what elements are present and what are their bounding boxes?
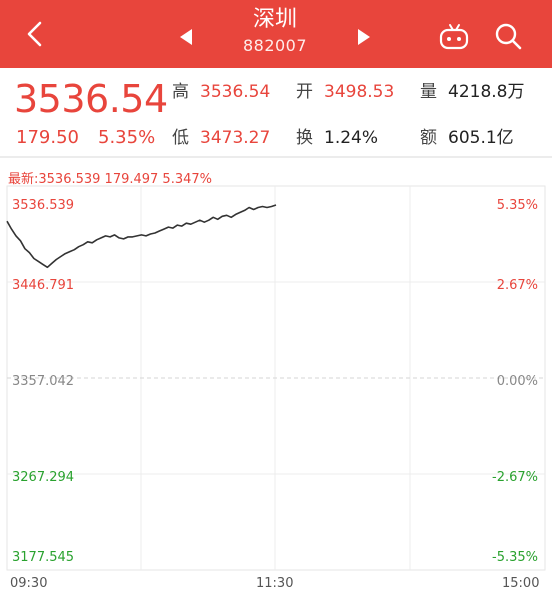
- y-label-right: -5.35%: [492, 550, 538, 565]
- high-label: 高: [172, 82, 189, 102]
- latest-readout: 最新:3536.539 179.497 5.347%: [8, 172, 213, 187]
- y-label-left: 3536.539: [12, 198, 75, 213]
- top-bar: 深圳 882007: [0, 0, 552, 68]
- open-label: 开: [296, 82, 313, 102]
- amount-label: 额: [420, 128, 437, 148]
- turnover-value: 1.24%: [324, 128, 379, 148]
- back-icon[interactable]: [20, 18, 52, 50]
- page-title: 深圳: [252, 7, 297, 32]
- last-price: 3536.54: [14, 77, 168, 121]
- quote-panel: 3536.54 179.50 5.35% 高 3536.54 开 3498.53…: [0, 68, 552, 158]
- high-value: 3536.54: [200, 82, 271, 102]
- y-label-right: 0.00%: [496, 374, 538, 389]
- x-label-close: 15:00: [502, 576, 540, 591]
- y-label-left: 3177.545: [12, 550, 75, 565]
- prev-arrow-icon[interactable]: [176, 26, 198, 48]
- price-line: [6, 204, 277, 269]
- volume-value: 4218.8万: [448, 82, 525, 102]
- volume-label: 量: [420, 82, 437, 102]
- y-label-left: 3357.042: [12, 374, 75, 389]
- intraday-chart[interactable]: 最新:3536.539 179.497 5.347% 3536.539 3446…: [0, 160, 552, 599]
- stock-title-block: 深圳 882007: [200, 6, 350, 58]
- search-icon[interactable]: [492, 20, 524, 52]
- x-label-open: 09:30: [10, 576, 48, 591]
- y-label-right: 5.35%: [496, 198, 538, 213]
- chart-grid: [6, 185, 546, 571]
- y-label-right: 2.67%: [496, 278, 538, 293]
- low-label: 低: [172, 128, 189, 148]
- y-label-left: 3267.294: [12, 470, 75, 485]
- low-value: 3473.27: [200, 128, 271, 148]
- chat-icon[interactable]: [438, 22, 470, 52]
- price-change: 179.50: [16, 127, 79, 148]
- next-arrow-icon[interactable]: [352, 26, 374, 48]
- chart-plot: [6, 185, 546, 571]
- amount-value: 605.1亿: [448, 128, 514, 148]
- x-label-midday: 11:30: [256, 576, 294, 591]
- turnover-label: 换: [296, 128, 313, 148]
- y-label-left: 3446.791: [12, 278, 75, 293]
- divider: [0, 156, 552, 158]
- open-value: 3498.53: [324, 82, 395, 102]
- stock-code: 882007: [242, 36, 308, 55]
- y-label-right: -2.67%: [492, 470, 538, 485]
- price-change-percent: 5.35%: [98, 127, 156, 148]
